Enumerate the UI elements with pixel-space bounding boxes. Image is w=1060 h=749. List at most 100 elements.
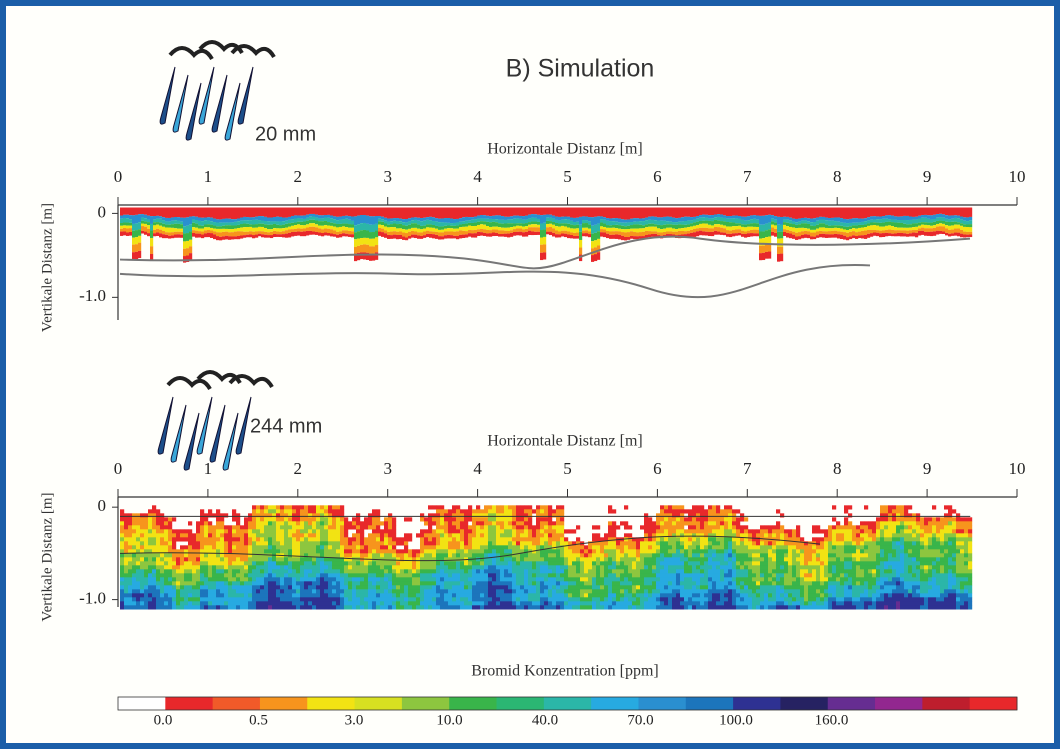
field-cell — [264, 553, 268, 557]
field-cell — [612, 561, 616, 565]
field-cell — [267, 218, 270, 222]
field-cell — [300, 593, 304, 597]
field-cell — [339, 227, 342, 231]
field-cell — [184, 569, 188, 573]
field-cell — [320, 549, 324, 553]
field-cell — [963, 217, 966, 220]
field-cell — [420, 589, 424, 593]
field-cell — [903, 208, 906, 216]
field-cell — [272, 521, 276, 525]
field-cell — [288, 517, 292, 521]
field-cell — [444, 577, 448, 581]
field-cell — [804, 218, 807, 221]
field-cell — [456, 537, 460, 541]
field-cell — [476, 573, 480, 577]
field-cell — [798, 228, 801, 232]
field-cell — [468, 577, 472, 581]
field-cell — [951, 230, 954, 234]
field-cell — [380, 533, 384, 537]
field-cell — [867, 220, 870, 223]
field-cell — [168, 218, 171, 222]
field-cell — [264, 529, 268, 533]
field-cell — [486, 216, 489, 219]
field-cell — [462, 221, 465, 224]
field-cell — [368, 521, 372, 525]
field-cell — [608, 545, 612, 549]
field-cell — [140, 529, 144, 533]
field-cell — [148, 589, 152, 593]
field-cell — [429, 208, 432, 217]
field-cell — [372, 565, 376, 569]
field-cell — [520, 581, 524, 585]
field-cell — [213, 226, 216, 229]
field-cell — [256, 565, 260, 569]
field-cell — [258, 216, 261, 220]
field-cell — [267, 229, 270, 232]
field-cell — [228, 541, 232, 545]
field-cell — [267, 235, 270, 238]
field-cell — [801, 208, 804, 218]
field-cell — [345, 227, 348, 230]
field-cell — [296, 529, 300, 533]
field-cell — [236, 581, 240, 585]
field-cell — [312, 521, 316, 525]
field-cell — [336, 220, 339, 224]
field-cell — [232, 557, 236, 561]
field-cell — [308, 573, 312, 577]
field-cell — [168, 541, 172, 545]
field-cell — [600, 585, 604, 589]
field-cell — [304, 589, 308, 593]
field-cell — [414, 235, 417, 238]
field-cell — [184, 537, 188, 541]
field-cell — [513, 216, 516, 219]
field-cell — [548, 589, 552, 593]
field-cell — [270, 229, 273, 232]
field-cell — [304, 537, 308, 541]
field-cell — [717, 208, 720, 215]
field-cell — [144, 569, 148, 573]
field-cell — [624, 226, 627, 229]
field-cell — [264, 537, 268, 541]
field-cell — [584, 605, 588, 609]
field-cell — [292, 537, 296, 541]
field-cell — [207, 220, 210, 224]
field-cell — [261, 234, 264, 237]
field-cell — [588, 229, 591, 232]
field-cell — [544, 593, 548, 597]
field-cell — [516, 509, 520, 513]
field-cell — [630, 225, 633, 229]
field-cell — [336, 545, 340, 549]
field-cell — [380, 573, 384, 577]
field-cell — [735, 233, 738, 236]
field-cell — [594, 240, 597, 247]
field-cell — [564, 601, 568, 605]
field-cell — [612, 235, 615, 239]
field-cell — [747, 208, 750, 217]
field-cell — [645, 231, 648, 235]
field-cell — [681, 231, 684, 234]
field-cell — [552, 537, 556, 541]
field-cell — [252, 235, 255, 238]
field-cell — [452, 549, 456, 553]
field-cell — [208, 577, 212, 581]
field-cell — [340, 573, 344, 577]
field-cell — [312, 509, 316, 513]
field-cell — [308, 569, 312, 573]
field-cell — [579, 208, 582, 217]
field-cell — [819, 231, 822, 234]
field-cell — [579, 232, 582, 240]
field-cell — [195, 217, 198, 220]
field-cell — [528, 231, 531, 235]
field-cell — [600, 557, 604, 561]
field-cell — [252, 581, 256, 585]
field-cell — [508, 593, 512, 597]
field-cell — [252, 529, 256, 533]
field-cell — [296, 605, 300, 609]
field-cell — [476, 589, 480, 593]
field-cell — [620, 585, 624, 589]
field-cell — [460, 589, 464, 593]
field-cell — [894, 227, 897, 230]
field-cell — [357, 216, 360, 225]
field-cell — [260, 597, 264, 601]
field-cell — [548, 505, 552, 509]
